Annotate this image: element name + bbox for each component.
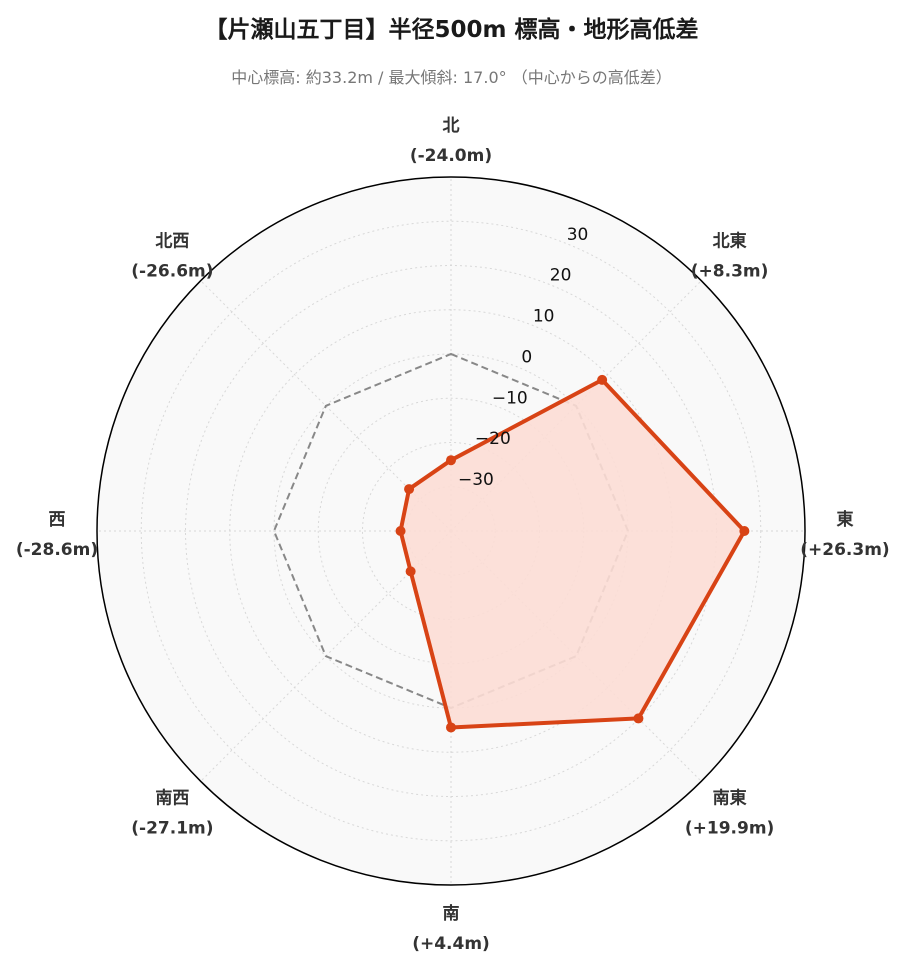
direction-value-label: (-24.0m) — [410, 146, 492, 166]
direction-labels: 北 (-24.0m) 北東 (+8.3m) 東 (+26.3m) 南東 (+19.9m) 南 (+… — [16, 116, 890, 954]
plot-outline — [96, 176, 806, 886]
direction-value-label: (-26.6m) — [131, 261, 213, 281]
direction-label: 南西 — [155, 788, 189, 809]
data-points-layer — [395, 374, 750, 733]
grid-ring — [140, 220, 762, 842]
direction-label: 北東 — [713, 230, 747, 251]
direction-label: 南 — [443, 903, 460, 924]
direction-value-label: (+19.9m) — [685, 819, 774, 839]
r-tick-label: 10 — [533, 307, 555, 327]
chart-subtitle: 中心標高: 約33.2m / 最大傾斜: 17.0° （中心からの高低差） — [231, 68, 672, 87]
direction-label: 西 — [49, 510, 66, 530]
r-tick-label: 0 — [521, 347, 532, 367]
data-point-7 — [404, 484, 415, 495]
radial-tick-labels: −30 −20 −10 010 20 30 — [458, 225, 588, 490]
direction-value-label: (-27.1m) — [131, 819, 213, 839]
r-tick-label: −30 — [458, 470, 494, 490]
data-point-6 — [395, 526, 406, 536]
data-point-2 — [739, 526, 750, 536]
direction-label: 南東 — [713, 788, 747, 809]
direction-value-label: (-28.6m) — [16, 540, 98, 560]
data-point-3 — [633, 713, 644, 724]
direction-label: 北 — [443, 116, 460, 136]
r-tick-label: −20 — [475, 429, 511, 449]
direction-value-label: (+4.4m) — [412, 934, 490, 954]
data-point-5 — [405, 566, 416, 577]
data-point-0 — [446, 455, 456, 466]
data-point-1 — [597, 374, 608, 385]
direction-label: 北西 — [155, 231, 189, 251]
direction-value-label: (+26.3m) — [800, 540, 889, 560]
data-point-4 — [446, 722, 456, 733]
r-tick-label: 30 — [567, 225, 589, 245]
r-tick-label: −10 — [492, 388, 528, 408]
r-tick-label: 20 — [550, 266, 572, 286]
chart-title: 【片瀬山五丁目】半径500m 標高・地形高低差 — [204, 17, 699, 43]
direction-value-label: (+8.3m) — [691, 261, 769, 281]
direction-label: 東 — [837, 509, 854, 530]
